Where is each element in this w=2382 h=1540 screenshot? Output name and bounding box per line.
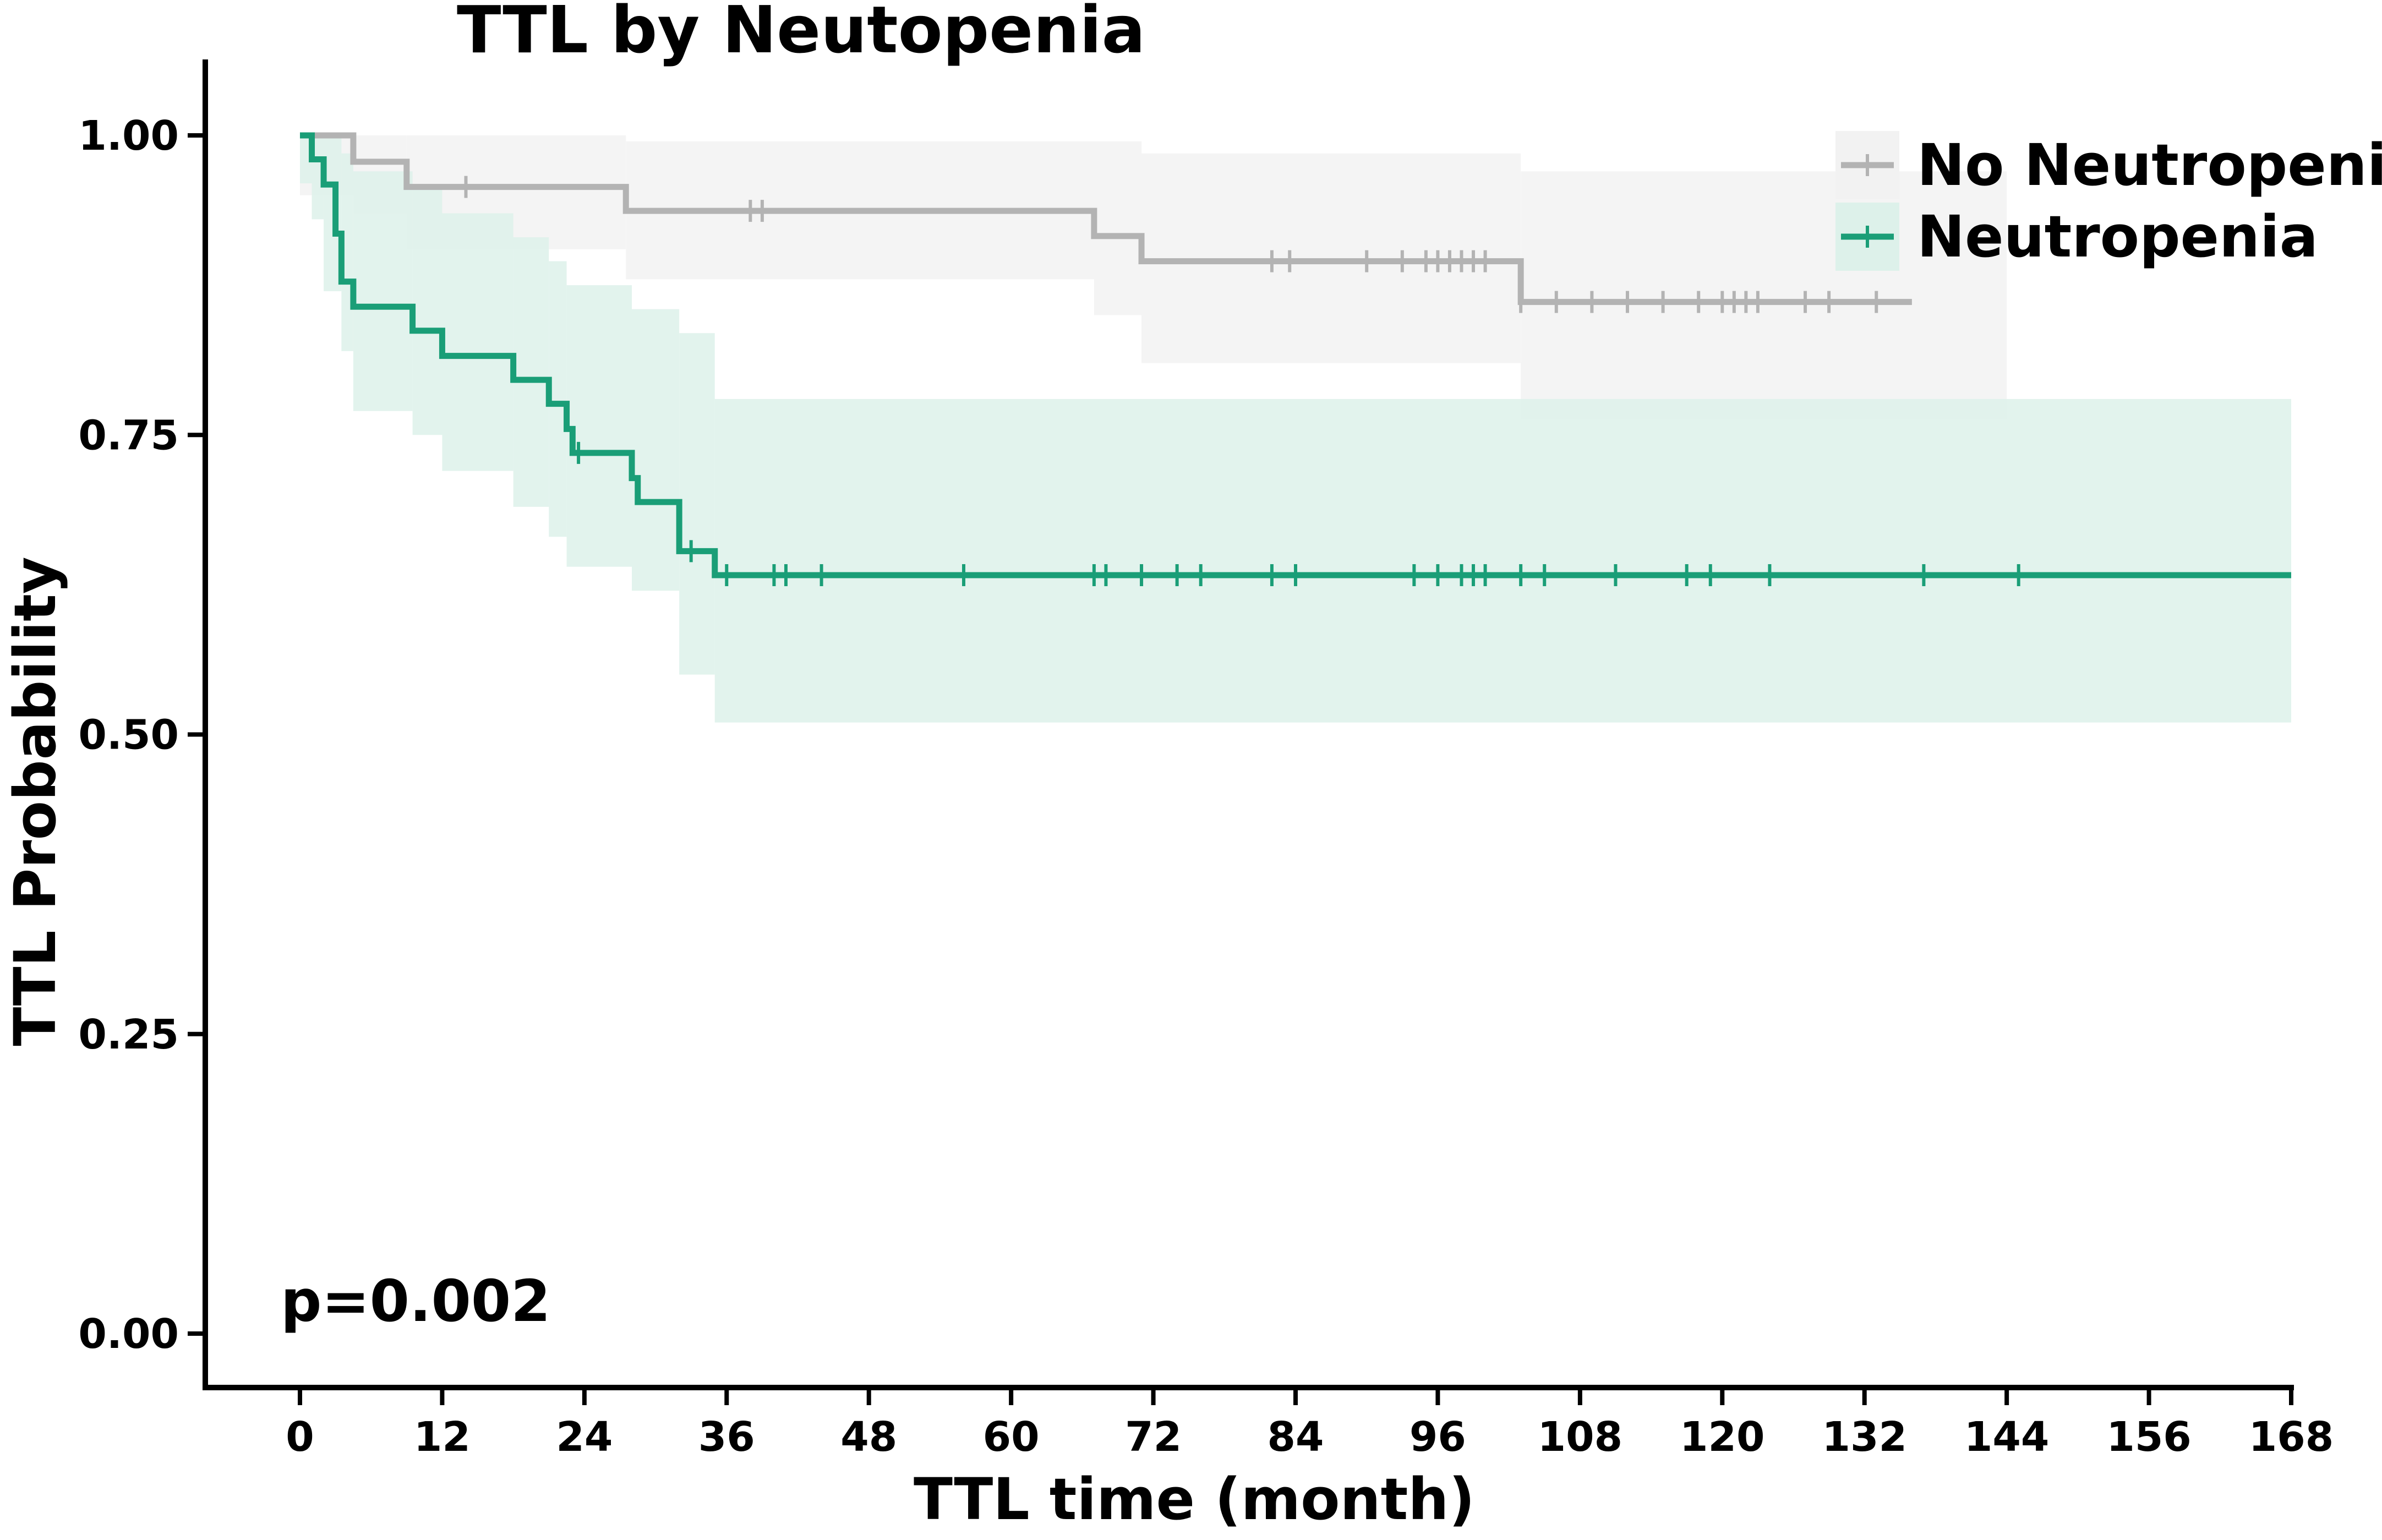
y-tick-label: 0.00 — [78, 1310, 179, 1358]
x-tick-label: 120 — [1680, 1413, 1764, 1461]
ci-band-segment — [442, 213, 513, 471]
y-tick-label: 1.00 — [78, 112, 179, 160]
x-tick-label: 84 — [1268, 1413, 1324, 1461]
chart-title: TTL by Neutopenia — [457, 0, 1145, 68]
ci-band-segment — [353, 171, 413, 411]
km-curve-1 — [300, 132, 2291, 578]
ci-band-segment — [1094, 141, 1142, 315]
legend-label: Neutropenia — [1917, 203, 2318, 270]
ci-band-segment — [566, 285, 632, 567]
ci-band-segment — [632, 309, 680, 591]
x-tick-label: 48 — [840, 1413, 897, 1461]
p-value-annotation: p=0.002 — [281, 1268, 551, 1335]
x-tick-label: 156 — [2106, 1413, 2191, 1461]
y-tick-label: 0.25 — [78, 1011, 179, 1058]
ci-band-segment — [1521, 171, 2007, 419]
survival-curves — [300, 132, 2291, 578]
legend-label: No Neutropenia — [1917, 132, 2382, 199]
km-curve-0 — [300, 132, 1912, 305]
x-tick-label: 24 — [556, 1413, 613, 1461]
x-tick-label: 0 — [286, 1413, 314, 1461]
axes — [203, 59, 2294, 1390]
ci-band-segment — [412, 189, 442, 435]
censor-marks — [464, 176, 2020, 586]
x-tick-label: 72 — [1125, 1413, 1182, 1461]
x-tick-label: 168 — [2249, 1413, 2334, 1461]
ci-band-segment — [679, 333, 715, 675]
ci-band-segment — [513, 237, 549, 507]
y-axis-label: TTL Probability — [2, 556, 69, 1046]
y-tick-label: 0.75 — [78, 412, 179, 459]
axis-ticks: 0 12 24 36 48 60 72 84 96 108 120 132 144 156 168 0.00 0… — [78, 112, 2334, 1461]
x-tick-label: 144 — [1964, 1413, 2049, 1461]
x-tick-label: 108 — [1538, 1413, 1622, 1461]
x-tick-label: 12 — [414, 1413, 471, 1461]
ci-band-segment — [714, 398, 2291, 723]
x-axis-label: TTL time (month) — [914, 1466, 1475, 1533]
x-tick-label: 60 — [983, 1413, 1040, 1461]
y-tick-label: 0.50 — [78, 712, 179, 759]
x-tick-label: 96 — [1409, 1413, 1466, 1461]
x-tick-label: 132 — [1822, 1413, 1906, 1461]
x-tick-label: 36 — [698, 1413, 755, 1461]
